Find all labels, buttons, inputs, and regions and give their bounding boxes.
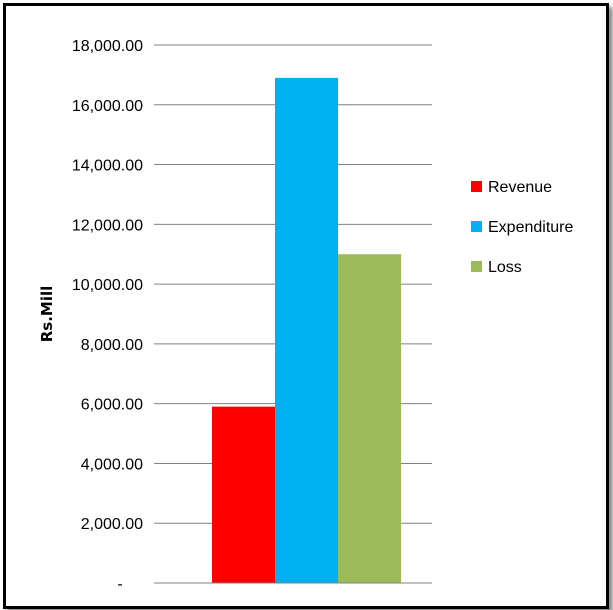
- legend-label-loss: Loss: [488, 259, 522, 276]
- bar-revenue: [212, 406, 275, 583]
- y-tick-label: 16,000.00: [72, 98, 143, 115]
- y-axis-label: Rs.Mill: [38, 286, 56, 343]
- y-tick-label: 12,000.00: [72, 217, 143, 234]
- legend-label-expenditure: Expenditure: [488, 219, 573, 236]
- bars: [212, 77, 401, 583]
- y-tick-label: -: [117, 576, 122, 593]
- legend-swatch-revenue: [471, 181, 482, 192]
- legend-swatch-expenditure: [471, 221, 482, 232]
- y-tick-label: 2,000.00: [81, 516, 143, 533]
- y-axis-ticks: - 2,000.00 4,000.00 6,000.00 8,000.00 10,000.…: [72, 38, 160, 593]
- y-tick-label: 4,000.00: [81, 456, 143, 473]
- y-tick-label: 10,000.00: [72, 277, 143, 294]
- y-tick-label: 18,000.00: [72, 38, 143, 55]
- y-tick-label: 14,000.00: [72, 158, 143, 175]
- bar-expenditure: [275, 77, 338, 583]
- legend: Revenue Expenditure Loss: [471, 179, 573, 276]
- legend-label-revenue: Revenue: [488, 179, 552, 196]
- y-tick-label: 8,000.00: [81, 337, 143, 354]
- y-tick-label: 6,000.00: [81, 397, 143, 414]
- bar-loss: [338, 254, 401, 583]
- legend-swatch-loss: [471, 261, 482, 272]
